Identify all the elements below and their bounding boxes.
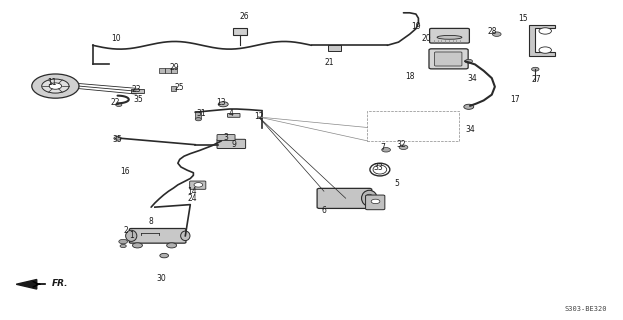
Text: 9: 9 bbox=[231, 140, 236, 148]
Text: 2: 2 bbox=[124, 226, 128, 235]
Text: 26: 26 bbox=[240, 12, 249, 21]
Text: 6: 6 bbox=[321, 206, 326, 215]
Text: 28: 28 bbox=[487, 28, 497, 36]
Circle shape bbox=[531, 67, 539, 71]
Text: 1: 1 bbox=[129, 231, 133, 240]
Circle shape bbox=[195, 118, 201, 121]
Text: 23: 23 bbox=[131, 85, 141, 94]
Text: 15: 15 bbox=[518, 14, 528, 23]
Text: 35: 35 bbox=[134, 95, 143, 104]
Text: 10: 10 bbox=[111, 34, 120, 43]
FancyBboxPatch shape bbox=[328, 45, 341, 51]
Text: 11: 11 bbox=[47, 78, 57, 87]
Circle shape bbox=[49, 83, 62, 89]
FancyBboxPatch shape bbox=[217, 139, 245, 148]
Text: 17: 17 bbox=[511, 95, 520, 104]
Circle shape bbox=[371, 199, 380, 204]
FancyBboxPatch shape bbox=[171, 86, 176, 92]
FancyBboxPatch shape bbox=[159, 68, 165, 73]
FancyBboxPatch shape bbox=[227, 114, 240, 117]
FancyBboxPatch shape bbox=[317, 188, 372, 208]
Circle shape bbox=[116, 103, 122, 107]
FancyBboxPatch shape bbox=[189, 181, 206, 189]
Circle shape bbox=[382, 148, 391, 152]
Polygon shape bbox=[529, 25, 555, 56]
Ellipse shape bbox=[126, 230, 137, 241]
Text: FR.: FR. bbox=[52, 279, 68, 288]
FancyBboxPatch shape bbox=[430, 28, 469, 43]
Text: 19: 19 bbox=[411, 22, 421, 31]
Text: 3: 3 bbox=[223, 132, 228, 141]
Circle shape bbox=[42, 79, 69, 93]
Circle shape bbox=[120, 244, 126, 248]
Text: 33: 33 bbox=[374, 163, 384, 172]
Ellipse shape bbox=[181, 231, 190, 241]
Text: 34: 34 bbox=[467, 74, 477, 83]
Text: 32: 32 bbox=[397, 140, 406, 149]
Polygon shape bbox=[16, 279, 37, 289]
Circle shape bbox=[32, 74, 79, 98]
FancyBboxPatch shape bbox=[435, 52, 462, 66]
Ellipse shape bbox=[366, 194, 373, 202]
Ellipse shape bbox=[437, 36, 462, 39]
Text: 29: 29 bbox=[170, 63, 179, 72]
Text: 20: 20 bbox=[422, 34, 431, 43]
Text: 25: 25 bbox=[175, 83, 184, 92]
Circle shape bbox=[114, 136, 121, 140]
Circle shape bbox=[160, 253, 169, 258]
Text: 7: 7 bbox=[381, 143, 386, 152]
FancyBboxPatch shape bbox=[165, 68, 171, 73]
Circle shape bbox=[539, 28, 551, 34]
Text: 22: 22 bbox=[111, 98, 120, 107]
Text: 18: 18 bbox=[405, 72, 414, 81]
Text: 35: 35 bbox=[113, 135, 123, 144]
Text: 16: 16 bbox=[120, 167, 130, 176]
Circle shape bbox=[133, 243, 143, 248]
FancyBboxPatch shape bbox=[366, 195, 385, 210]
Text: 27: 27 bbox=[531, 75, 541, 84]
Text: 31: 31 bbox=[196, 109, 206, 118]
Text: 14: 14 bbox=[188, 187, 197, 196]
Text: 24: 24 bbox=[188, 194, 197, 204]
Text: 8: 8 bbox=[149, 217, 153, 226]
Text: 13: 13 bbox=[217, 98, 226, 107]
FancyBboxPatch shape bbox=[131, 89, 145, 93]
FancyBboxPatch shape bbox=[217, 134, 235, 140]
Text: 34: 34 bbox=[465, 125, 475, 134]
Circle shape bbox=[167, 243, 176, 248]
Circle shape bbox=[399, 145, 408, 149]
Circle shape bbox=[465, 59, 472, 63]
FancyBboxPatch shape bbox=[171, 68, 177, 73]
Text: 4: 4 bbox=[228, 109, 233, 118]
Ellipse shape bbox=[361, 190, 377, 206]
Text: S303-BE320: S303-BE320 bbox=[564, 306, 607, 312]
Circle shape bbox=[464, 104, 473, 109]
Circle shape bbox=[218, 102, 228, 107]
FancyBboxPatch shape bbox=[232, 28, 247, 35]
Text: 30: 30 bbox=[156, 274, 166, 283]
Circle shape bbox=[119, 239, 128, 244]
Text: 12: 12 bbox=[254, 113, 264, 122]
Circle shape bbox=[194, 183, 202, 187]
FancyBboxPatch shape bbox=[429, 49, 468, 69]
Text: 5: 5 bbox=[395, 180, 400, 188]
Circle shape bbox=[492, 32, 501, 36]
Circle shape bbox=[539, 47, 551, 53]
FancyBboxPatch shape bbox=[130, 228, 186, 243]
Text: 21: 21 bbox=[324, 58, 334, 67]
FancyBboxPatch shape bbox=[195, 111, 201, 118]
